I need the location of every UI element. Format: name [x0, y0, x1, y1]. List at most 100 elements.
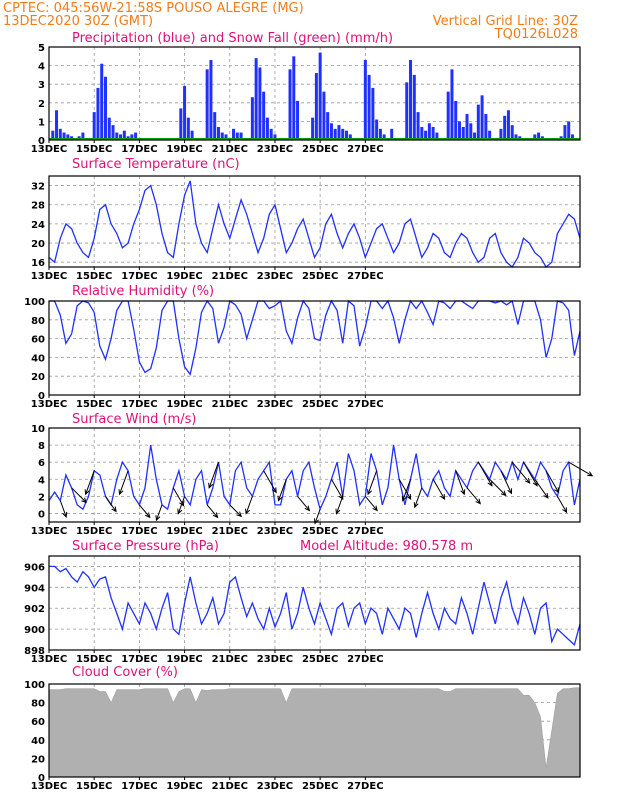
x-tick-label: 25DEC — [302, 781, 338, 792]
wind-arrow — [119, 470, 129, 495]
y-tick-label: 24 — [31, 220, 45, 231]
wind-arrow-head — [587, 471, 594, 477]
y-tick-label: 906 — [24, 562, 45, 573]
x-tick-label: 25DEC — [302, 144, 338, 155]
wind-arrow — [367, 470, 378, 495]
x-tick-label: 15DEC — [76, 526, 112, 537]
precip-bar — [378, 128, 382, 140]
wind-arrow — [335, 496, 344, 514]
wind-arrow — [155, 504, 163, 521]
precip-bar — [480, 95, 484, 140]
precip-bar — [326, 112, 330, 140]
precip-bar — [431, 126, 435, 140]
wind-arrow — [206, 504, 218, 518]
y-tick-label: 20 — [31, 372, 45, 383]
precip-bar — [337, 125, 341, 140]
precip-bar — [533, 134, 537, 140]
precip-bar — [506, 110, 510, 140]
precip-bar — [81, 132, 85, 140]
x-tick-label: 21DEC — [212, 654, 248, 665]
x-tick-label: 17DEC — [121, 654, 157, 665]
y-tick-label: 0 — [38, 773, 45, 784]
precip-bar — [296, 100, 300, 140]
precip-bar — [111, 125, 115, 140]
wind-arrow — [455, 470, 465, 495]
wind-arrow-head — [500, 490, 507, 497]
header-location: CPTEC: 045:56W-21:58S POUSO ALEGRE (MG) — [3, 1, 304, 16]
y-tick-label: 0 — [38, 391, 45, 402]
wind-arrow — [245, 496, 253, 514]
wind-arrow — [466, 487, 481, 504]
wind-arrow-head — [524, 478, 531, 484]
precip-bar — [488, 130, 492, 140]
precip-bar — [119, 134, 123, 140]
y-tick-label: 904 — [24, 583, 45, 594]
wind-arrow — [208, 462, 219, 488]
y-tick-label: 40 — [31, 736, 45, 747]
precip-bar — [115, 132, 119, 140]
precip-bar — [341, 128, 345, 140]
x-tick-label: 23DEC — [257, 144, 293, 155]
x-tick-label: 19DEC — [166, 144, 202, 155]
x-tick-label: 13DEC — [31, 271, 67, 282]
precip-bar — [484, 113, 488, 140]
precip-bar — [239, 132, 243, 140]
precip-bar — [130, 134, 134, 140]
x-tick-label: 19DEC — [166, 654, 202, 665]
wind-arrow-head — [562, 507, 568, 514]
precip-bar — [92, 112, 96, 140]
precip-bar — [288, 69, 292, 140]
x-tick-label: 21DEC — [212, 399, 248, 410]
wind-arrow-head — [277, 495, 283, 502]
x-tick-label: 13DEC — [31, 654, 67, 665]
x-tick-label: 17DEC — [121, 144, 157, 155]
wind-arrow — [398, 479, 412, 500]
x-tick-label: 15DEC — [76, 399, 112, 410]
x-tick-label: 17DEC — [121, 271, 157, 282]
precip-bar — [363, 60, 367, 140]
precip-bar — [510, 125, 514, 140]
wind-arrow — [489, 478, 507, 496]
header-run-date: 13DEC2020 30Z (GMT) — [3, 14, 153, 29]
precip-bar — [205, 69, 209, 140]
wind-arrow — [277, 479, 287, 501]
y-tick-label: 898 — [24, 646, 45, 657]
wind-arrow-head — [440, 493, 446, 501]
y-tick-label: 32 — [31, 182, 45, 193]
precip-bar — [190, 130, 194, 140]
y-tick-label: 5 — [38, 43, 45, 54]
x-tick-label: 17DEC — [121, 399, 157, 410]
x-tick-label: 27DEC — [347, 399, 383, 410]
precip-bar — [345, 130, 349, 140]
precip-bar — [186, 117, 190, 140]
y-tick-label: 4 — [38, 62, 45, 73]
wind-arrow — [402, 479, 412, 501]
y-tick-label: 8 — [38, 441, 45, 452]
precip-bar — [563, 125, 567, 140]
wind-arrow-head — [236, 511, 243, 518]
y-tick-label: 80 — [31, 316, 45, 327]
precip-bar — [311, 117, 315, 140]
y-tick-label: 100 — [24, 680, 45, 691]
precip-bar — [122, 130, 126, 140]
precip-bar — [473, 132, 477, 140]
x-tick-label: 19DEC — [166, 526, 202, 537]
wind-arrow — [297, 496, 310, 511]
precip-bar — [179, 108, 183, 140]
precip-bar — [66, 134, 70, 140]
y-tick-label: 0 — [38, 509, 45, 520]
wind-arrow — [138, 504, 151, 518]
wind-arrow — [414, 487, 423, 508]
precip-bar — [457, 121, 461, 140]
wind-arrow — [71, 487, 87, 503]
x-tick-label: 25DEC — [302, 654, 338, 665]
wind-arrow-head — [487, 480, 493, 487]
precip-bar — [254, 58, 258, 140]
wind-arrow — [500, 470, 512, 494]
y-tick-label: 4 — [38, 475, 45, 486]
wind-arrow — [314, 509, 321, 524]
y-tick-label: 6 — [38, 458, 45, 469]
x-tick-label: 13DEC — [31, 526, 67, 537]
precip-bar — [450, 69, 454, 140]
x-tick-label: 27DEC — [347, 781, 383, 792]
